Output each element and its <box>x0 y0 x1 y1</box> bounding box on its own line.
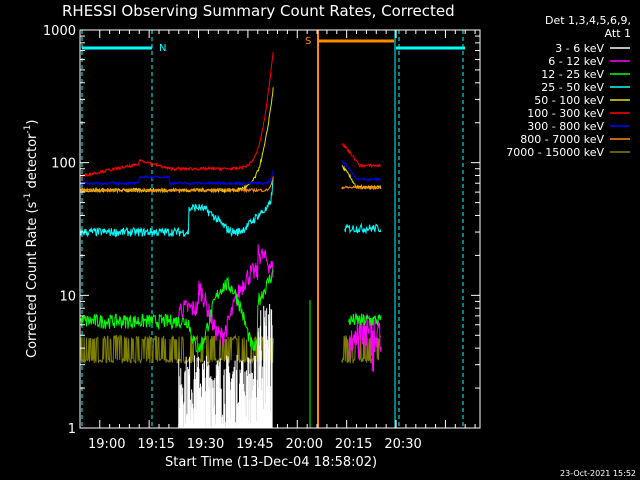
series-7-line <box>79 170 274 186</box>
series-3-line <box>79 268 274 354</box>
series-1 <box>178 303 273 428</box>
s-flag-label: S <box>305 36 311 47</box>
n-flag-label: N <box>159 43 166 54</box>
series-2-line <box>348 313 382 372</box>
x-tick-label: 20:30 <box>384 437 421 452</box>
footer-timestamp: 23-Oct-2021 15:52 <box>560 469 636 478</box>
legend-label: 7000 - 15000 keV <box>506 146 604 159</box>
series-6 <box>79 52 381 178</box>
series-7-line <box>341 160 381 182</box>
legend-label: 50 - 100 keV <box>534 94 604 107</box>
series-6-line <box>79 52 274 178</box>
x-tick-label: 19:00 <box>88 437 125 452</box>
legend-label: 800 - 7000 keV <box>520 133 604 146</box>
series-4-line <box>79 177 274 238</box>
x-tick-label: 20:00 <box>286 437 323 452</box>
series-8 <box>79 176 381 194</box>
y-tick-label: 100 <box>51 157 76 172</box>
plot-frame <box>79 29 481 429</box>
series-8-line <box>341 184 381 191</box>
plot-area: NS <box>79 30 465 428</box>
series-2 <box>178 244 382 372</box>
y-axis: 1 10 100 1000 <box>43 24 480 437</box>
legend-label: 3 - 6 keV <box>555 42 604 55</box>
legend-label: 300 - 800 keV <box>527 120 604 133</box>
series-2-line <box>178 244 274 346</box>
series-7 <box>79 160 381 186</box>
legend-label: 6 - 12 keV <box>548 55 604 68</box>
legend-label: 100 - 300 keV <box>527 107 604 120</box>
series-6-line <box>341 142 381 169</box>
y-tick-label: 10 <box>59 289 76 304</box>
y-tick-label: 1 <box>68 422 76 437</box>
legend-header-line-2: Att 1 <box>605 27 631 40</box>
legend-header-line-1: Det 1,3,4,5,6,9, <box>545 14 631 27</box>
series-3-line <box>348 312 382 327</box>
x-tick-label: 19:30 <box>187 437 224 452</box>
x-axis: 19:00 19:15 19:30 19:45 20:00 20:15 20:30 <box>88 30 476 452</box>
y-tick-label: 1000 <box>43 24 76 39</box>
series-3 <box>79 268 382 354</box>
chart-title: RHESSI Observing Summary Count Rates, Co… <box>62 2 455 20</box>
y-axis-label: Corrected Count Rate (s-1 detector-1) <box>23 120 40 358</box>
x-tick-label: 19:15 <box>137 437 174 452</box>
legend-label: 12 - 25 keV <box>541 68 604 81</box>
x-axis-label: Start Time (13-Dec-04 18:58:02) <box>165 455 377 470</box>
legend-label: 25 - 50 keV <box>541 81 604 94</box>
series-4-line <box>344 222 382 235</box>
series-8-line <box>79 176 274 194</box>
series-4 <box>79 177 382 238</box>
x-tick-label: 19:45 <box>236 437 273 452</box>
x-tick-label: 20:15 <box>335 437 372 452</box>
